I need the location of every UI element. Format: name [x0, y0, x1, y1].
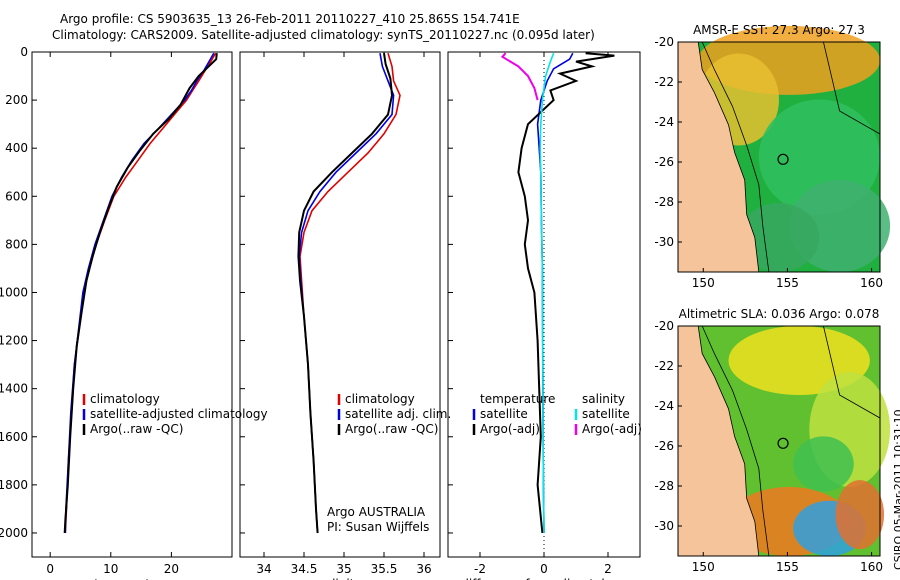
x-axis-label: temperature	[94, 577, 169, 580]
sal-legend-label: satellite adj. clim.	[345, 407, 451, 421]
map-depth-contour	[701, 325, 770, 557]
diff-legend-right-label: Argo(-adj)	[582, 422, 642, 436]
diff-legend-left-label: satellite	[480, 407, 528, 421]
map-frame	[677, 41, 881, 273]
x-tick-label: 34.5	[291, 562, 318, 576]
diff-legend-right-label: satellite	[582, 407, 630, 421]
map-frame	[677, 325, 881, 557]
diff-legend-left-label: Argo(-adj)	[480, 422, 540, 436]
map-x-tick-label: 150	[692, 560, 715, 574]
map-y-tick-label: -28	[654, 195, 674, 209]
map-y-tick-label: -24	[654, 399, 674, 413]
map-y-tick-label: -20	[654, 35, 674, 49]
map-y-tick-label: -22	[654, 359, 674, 373]
title-line-1: Argo profile: CS 5903635_13 26-Feb-2011 …	[60, 12, 520, 26]
map-depth-contour	[823, 325, 881, 419]
axes-frame-salinity-profile	[239, 51, 441, 558]
x-tick-label: 34	[256, 562, 271, 576]
map-y-tick-label: -20	[654, 319, 674, 333]
title-line-2: Climatology: CARS2009. Satellite-adjuste…	[52, 28, 595, 42]
sal-legend-label: climatology	[345, 392, 415, 406]
y-tick-label: 1600	[0, 430, 28, 444]
series-argo	[63, 53, 218, 534]
x-tick-label: 20	[164, 562, 179, 576]
x-tick-label: 35.5	[371, 562, 398, 576]
map-x-tick-label: 160	[860, 560, 883, 574]
argo-float-marker	[777, 153, 789, 165]
diff-legend-right-label: salinity	[582, 392, 625, 406]
map-field-patch	[738, 203, 820, 272]
map-y-tick-label: -30	[654, 519, 674, 533]
map-field-patch	[793, 436, 854, 492]
y-tick-label: 2000	[0, 526, 28, 540]
map-y-tick-label: -26	[654, 155, 674, 169]
map-title: AMSR-E SST: 27.3 Argo: 27.3	[693, 23, 865, 37]
map-x-tick-label: 150	[692, 276, 715, 290]
map-sla-map	[677, 325, 891, 557]
map-x-tick-label: 155	[776, 560, 799, 574]
map-x-tick-label: 155	[776, 276, 799, 290]
map-y-tick-label: -22	[654, 75, 674, 89]
temp-legend-label: Argo(..raw -QC)	[90, 422, 183, 436]
x-axis-label: salinity	[318, 577, 361, 580]
argo-float-marker	[777, 437, 789, 449]
map-y-tick-label: -24	[654, 115, 674, 129]
map-depth-contour	[701, 41, 770, 273]
temp-legend-label: climatology	[90, 392, 160, 406]
axes-frame-temperature-profile	[31, 51, 233, 558]
x-tick-label: 0	[540, 562, 548, 576]
y-tick-label: 0	[20, 45, 28, 59]
argo-program-label: Argo AUSTRALIA	[327, 505, 426, 519]
y-tick-label: 1400	[0, 382, 28, 396]
y-tick-label: 1000	[0, 285, 28, 299]
diff-legend-left-label: temperature	[480, 392, 555, 406]
y-tick-label: 1800	[0, 478, 28, 492]
series-sal-satellite	[539, 52, 555, 534]
series-argo	[297, 53, 394, 534]
y-tick-label: 1200	[0, 334, 28, 348]
principal-investigator-label: PI: Susan Wijffels	[327, 520, 429, 534]
map-field-patch	[835, 480, 885, 550]
map-title: Altimetric SLA: 0.036 Argo: 0.078	[679, 307, 880, 321]
y-tick-label: 400	[5, 141, 28, 155]
map-y-tick-label: -26	[654, 439, 674, 453]
y-tick-label: 800	[5, 237, 28, 251]
map-depth-contour	[823, 41, 881, 135]
x-tick-label: -2	[474, 562, 486, 576]
x-tick-label: 10	[103, 562, 118, 576]
y-tick-label: 200	[5, 93, 28, 107]
temp-legend-label: satellite-adjusted climatology	[90, 407, 268, 421]
map-sst-map	[677, 25, 891, 273]
x-tick-label: 0	[46, 562, 54, 576]
x-axis-label: difference from climatology	[461, 577, 627, 580]
side-credit: CSIRO 05-Mar-2011 10:31:10	[892, 409, 900, 570]
series-temp-argo	[517, 52, 615, 534]
x-tick-label: 35	[336, 562, 351, 576]
sal-legend-label: Argo(..raw -QC)	[345, 422, 438, 436]
series-sal-argo	[500, 52, 539, 101]
y-tick-label: 600	[5, 189, 28, 203]
x-tick-label: 36	[416, 562, 431, 576]
map-y-tick-label: -28	[654, 479, 674, 493]
map-y-tick-label: -30	[654, 235, 674, 249]
x-tick-label: 2	[604, 562, 612, 576]
map-x-tick-label: 160	[860, 276, 883, 290]
